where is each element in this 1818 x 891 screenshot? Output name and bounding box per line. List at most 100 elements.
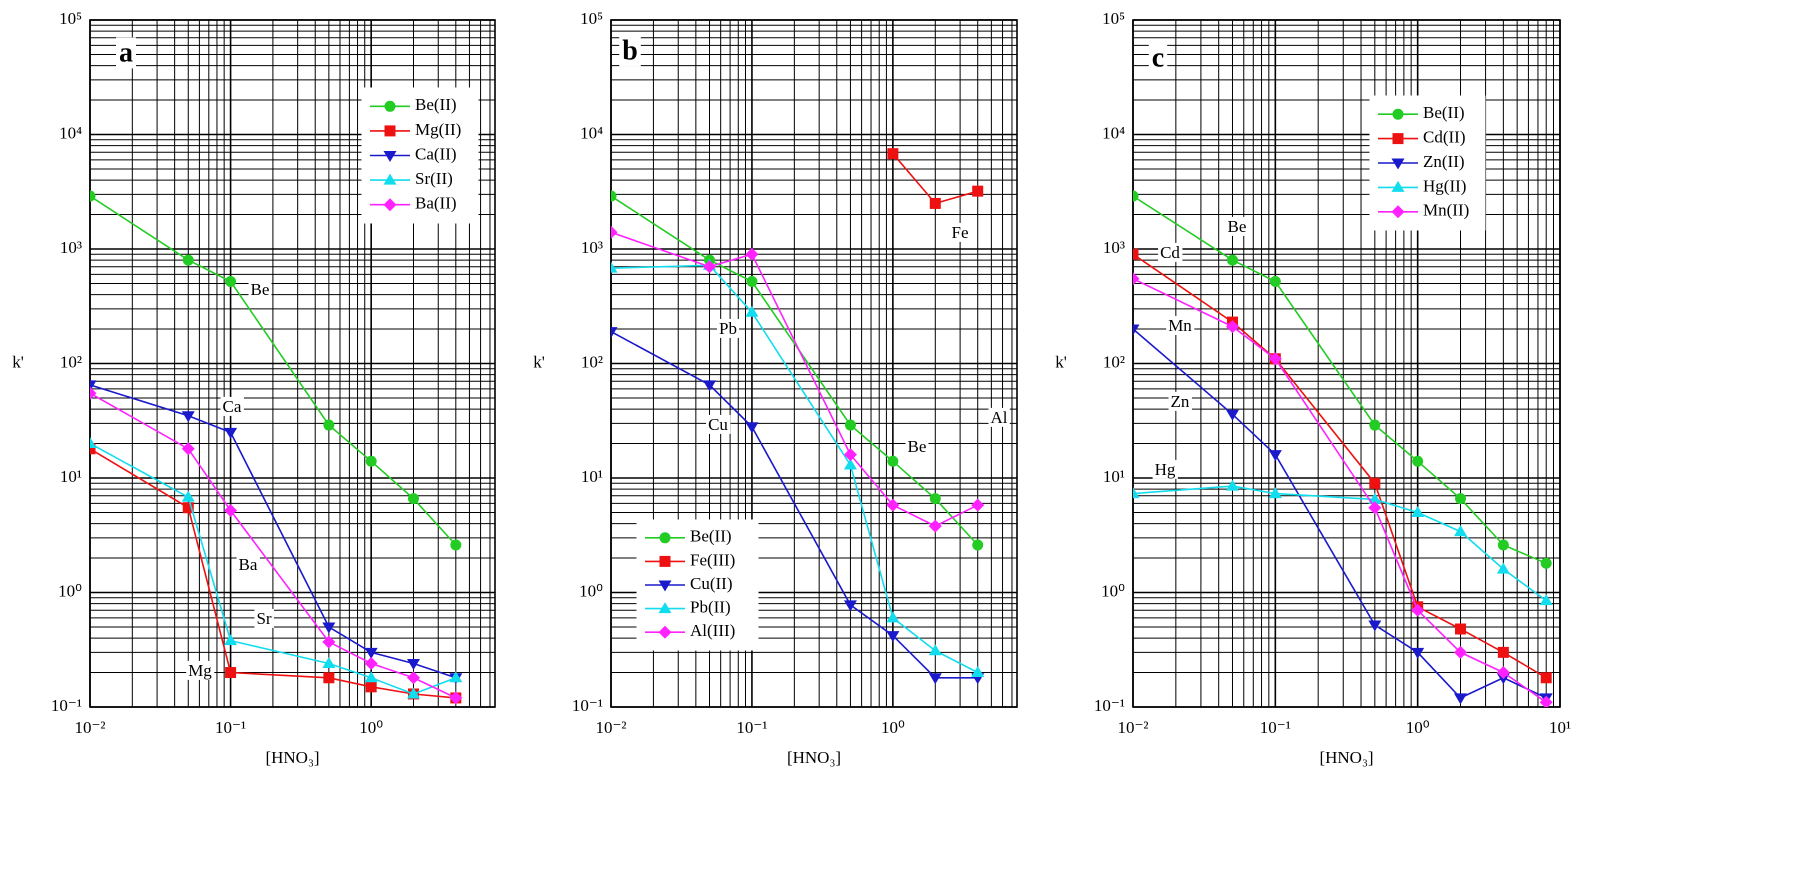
legend-label: Be(II) [415, 95, 457, 114]
panel: 10⁻² 10⁻¹ 10⁰ 10⁻¹ 10⁰ 10¹ 10² 10³ 10⁴ 10⁵ [HNO₃] k… [533, 9, 1018, 767]
legend-marker [658, 602, 672, 614]
marker [1268, 487, 1282, 499]
annotation: Ba [239, 555, 258, 574]
marker [1133, 324, 1140, 336]
marker [1454, 525, 1468, 537]
legend-marker [659, 532, 671, 544]
annotation-bg [186, 660, 215, 680]
series-group [1133, 190, 1553, 707]
legend-marker [1392, 133, 1404, 145]
annotation-bg [1152, 459, 1178, 479]
y-tick-label: 10⁵ [59, 9, 82, 28]
panel-label: a [119, 37, 133, 68]
marker [887, 148, 899, 160]
marker [971, 666, 985, 678]
annotation-bg [254, 608, 274, 628]
marker [1369, 419, 1381, 431]
marker [1368, 501, 1382, 515]
annotation: Pb [719, 319, 737, 338]
y-tick-label: 10⁴ [1102, 123, 1125, 142]
legend-marker [658, 580, 672, 592]
marker [1497, 539, 1509, 551]
x-axis-label: [HNO₃] [1319, 748, 1373, 767]
legend-label: Cd(II) [1423, 128, 1465, 147]
legend-label: Sr(II) [415, 169, 453, 188]
y-tick-label: 10⁻¹ [572, 696, 603, 715]
marker [1412, 455, 1424, 467]
y-axis-label: k' [12, 352, 24, 371]
marker [972, 539, 984, 551]
marker [1411, 603, 1425, 617]
marker [929, 493, 941, 505]
y-tick-label: 10¹ [60, 467, 82, 486]
marker [1225, 479, 1239, 491]
series-line [1133, 253, 1547, 679]
legend-label: Zn(II) [1423, 152, 1465, 171]
marker [971, 498, 985, 512]
legend-marker [383, 151, 397, 162]
marker [745, 305, 759, 317]
x-tick-label: 10⁻² [74, 718, 105, 737]
y-tick-label: 10³ [1103, 238, 1125, 257]
legend: Be(II) Mg(II) Ca(II) Sr(II) Ba(II) [361, 87, 479, 224]
marker [843, 600, 857, 612]
marker [90, 190, 96, 202]
annotation-bg [248, 279, 272, 299]
marker [322, 622, 336, 634]
marker [1268, 450, 1282, 462]
legend-marker [1391, 205, 1405, 219]
panel-label-bg [619, 35, 641, 67]
plot-frame [89, 19, 496, 708]
legend-marker [384, 125, 396, 137]
panel-label: b [622, 35, 638, 66]
y-tick-label: 10⁵ [580, 9, 603, 28]
marker [611, 261, 618, 273]
annotation-bg [236, 554, 260, 574]
series-line [1133, 485, 1547, 602]
x-tick-label: 10⁻² [595, 718, 626, 737]
marker [364, 656, 378, 670]
y-tick-label: 10⁴ [59, 123, 82, 142]
legend-label: Fe(III) [690, 550, 735, 569]
legend-box [361, 87, 479, 224]
marker [1539, 695, 1553, 707]
marker [323, 419, 335, 431]
legend-label: Ba(II) [415, 194, 457, 213]
legend-marker [383, 198, 397, 212]
annotation-bg [988, 407, 1010, 427]
marker [611, 327, 618, 339]
marker [1225, 320, 1239, 334]
marker [1455, 623, 1467, 635]
annotation: Be [908, 437, 927, 456]
annotation: Be [1228, 217, 1247, 236]
x-tick-label: 10⁻¹ [736, 718, 767, 737]
marker [1225, 409, 1239, 421]
series-line [1133, 195, 1547, 565]
y-tick-label: 10¹ [581, 467, 603, 486]
marker [611, 225, 618, 239]
legend-label: Ca(II) [415, 144, 457, 163]
annotation: Al [991, 408, 1008, 427]
marker [1133, 190, 1139, 202]
annotation: Mg [188, 661, 212, 680]
legend-marker [1391, 180, 1405, 192]
marker [886, 631, 900, 643]
x-tick-label: 10⁻¹ [215, 718, 246, 737]
marker [449, 671, 463, 683]
marker [1368, 620, 1382, 632]
marker [406, 687, 420, 699]
annotation: Be [251, 280, 270, 299]
annotation: Fe [952, 223, 969, 242]
x-tick-label: 10⁰ [881, 718, 905, 737]
plot-frame [1132, 19, 1561, 708]
marker [1368, 492, 1382, 504]
marker [90, 386, 97, 400]
marker [450, 539, 462, 551]
legend-label: Mg(II) [415, 120, 461, 139]
marker [1455, 493, 1467, 505]
marker [1133, 272, 1140, 286]
legend: Be(II) Fe(III) Cu(II) Pb(II) Al(III) [636, 519, 759, 651]
marker [611, 190, 617, 202]
annotation: Ca [223, 397, 242, 416]
annotation-bg [220, 396, 244, 416]
